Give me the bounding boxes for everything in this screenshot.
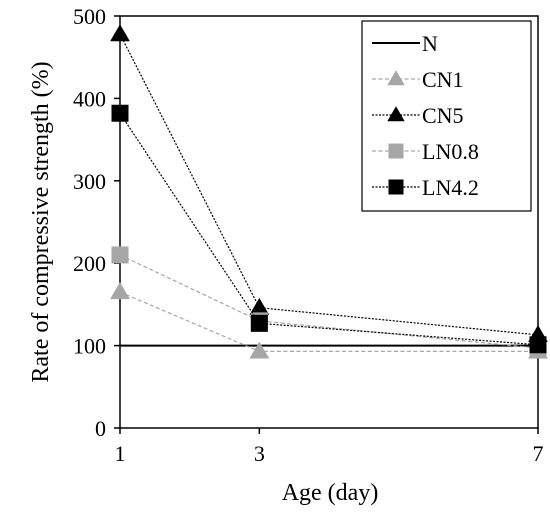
series-cn1: [110, 282, 548, 359]
series-ln0-8: [111, 246, 547, 357]
legend-marker: [387, 106, 405, 122]
series-ln4-2: [111, 104, 547, 354]
legend-marker: [388, 179, 404, 195]
y-tick-label: 100: [73, 334, 106, 359]
x-tick-label: 1: [115, 441, 126, 466]
legend-box: [361, 20, 532, 212]
y-tick-label: 300: [73, 169, 106, 194]
legend-label: LN4.2: [422, 175, 479, 200]
data-point: [111, 104, 129, 122]
y-axis-label: Rate of compressive strength (%): [28, 61, 54, 382]
series-line: [119, 33, 539, 336]
x-tick-label: 7: [533, 441, 544, 466]
data-point: [249, 341, 270, 359]
plot-frame: [119, 15, 539, 429]
legend-label: LN0.8: [422, 139, 479, 164]
legend-marker: [387, 70, 405, 86]
data-point: [110, 24, 130, 42]
y-tick-label: 400: [73, 86, 106, 111]
legend-label: N: [422, 31, 438, 56]
series-line: [119, 254, 539, 349]
data-point: [110, 282, 130, 300]
data-point: [249, 297, 270, 315]
y-tick-label: 200: [73, 251, 106, 276]
x-tick-label: 3: [254, 441, 265, 466]
legend-marker: [388, 143, 404, 159]
legend-label: CN5: [422, 103, 464, 128]
y-tick-label: 500: [73, 4, 106, 29]
data-point: [250, 314, 268, 332]
y-tick-label: 0: [95, 416, 106, 441]
x-axis-label: Age (day): [282, 480, 379, 506]
data-point: [529, 336, 547, 354]
legend-label: CN1: [422, 67, 464, 92]
data-point: [111, 246, 129, 264]
legend: N CN1 CN5 LN0.8 LN4.2: [361, 20, 532, 212]
